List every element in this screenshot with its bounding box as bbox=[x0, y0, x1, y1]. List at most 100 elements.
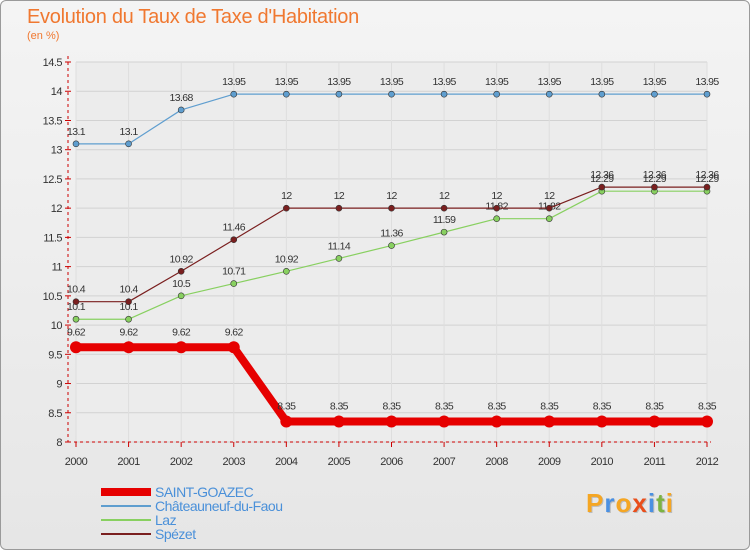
logo-letter: t bbox=[656, 488, 666, 518]
data-label-saint-goazec: 8.35 bbox=[593, 401, 612, 413]
data-label-chateauneuf-du-faou: 13.95 bbox=[590, 76, 614, 88]
y-tick-label: 14 bbox=[51, 86, 63, 98]
data-label-saint-goazec: 9.62 bbox=[172, 326, 191, 338]
legend: SAINT-GOAZEC Châteauneuf-du-Faou Laz Spézet bbox=[101, 484, 361, 542]
data-point-laz bbox=[230, 280, 238, 287]
data-point-saint-goazec bbox=[70, 341, 82, 354]
data-point-chateauneuf-du-faou bbox=[177, 106, 185, 114]
data-point-saint-goazec bbox=[332, 415, 345, 428]
data-point-chateauneuf-du-faou bbox=[703, 90, 711, 98]
data-point-spezet bbox=[72, 298, 80, 305]
data-label-laz: 12.29 bbox=[643, 173, 667, 185]
x-tick-label: 2007 bbox=[433, 456, 456, 468]
data-label-spezet: 12 bbox=[544, 190, 555, 202]
data-point-laz bbox=[72, 315, 80, 323]
data-point-spezet bbox=[598, 183, 606, 191]
data-point-spezet bbox=[388, 204, 395, 212]
data-label-chateauneuf-du-faou: 13.1 bbox=[120, 126, 139, 138]
y-tick-label: 12.5 bbox=[43, 174, 63, 186]
data-label-spezet: 12.36 bbox=[695, 169, 719, 181]
data-label-spezet: 12 bbox=[386, 190, 397, 202]
data-label-laz: 10.1 bbox=[120, 301, 139, 313]
data-point-spezet bbox=[440, 204, 448, 212]
data-label-chateauneuf-du-faou: 13.95 bbox=[275, 76, 299, 88]
data-label-chateauneuf-du-faou: 13.68 bbox=[170, 92, 194, 104]
data-point-saint-goazec bbox=[227, 341, 240, 354]
data-point-spezet bbox=[125, 298, 132, 305]
data-label-spezet: 12 bbox=[491, 190, 502, 202]
y-tick-label: 10.5 bbox=[43, 291, 63, 303]
data-label-spezet: 10.4 bbox=[120, 284, 139, 296]
data-label-chateauneuf-du-faou: 13.95 bbox=[538, 76, 562, 88]
data-label-chateauneuf-du-faou: 13.95 bbox=[432, 76, 456, 88]
data-point-laz bbox=[493, 215, 500, 222]
legend-item: Châteauneuf-du-Faou bbox=[101, 498, 361, 514]
data-point-saint-goazec bbox=[122, 341, 135, 354]
y-tick-label: 13.5 bbox=[43, 115, 63, 127]
x-tick-label: 2003 bbox=[223, 456, 246, 468]
x-tick-label: 2000 bbox=[65, 456, 88, 468]
y-tick-label: 14.5 bbox=[43, 57, 63, 69]
x-tick-label: 2006 bbox=[380, 456, 403, 468]
legend-item: SAINT-GOAZEC bbox=[101, 484, 361, 500]
data-label-saint-goazec: 8.35 bbox=[698, 401, 717, 413]
legend-item: Spézet bbox=[101, 526, 361, 542]
data-label-chateauneuf-du-faou: 13.95 bbox=[222, 76, 246, 88]
logo-letter: P bbox=[586, 488, 605, 518]
data-point-spezet bbox=[283, 204, 290, 212]
y-tick-label: 11.5 bbox=[43, 232, 62, 244]
data-point-saint-goazec bbox=[543, 415, 556, 428]
legend-label: Spézet bbox=[155, 526, 196, 542]
x-tick-label: 2011 bbox=[644, 456, 666, 468]
data-label-spezet: 12 bbox=[334, 190, 345, 202]
legend-swatch bbox=[101, 488, 151, 496]
data-label-spezet: 12 bbox=[281, 190, 292, 202]
data-label-saint-goazec: 9.62 bbox=[67, 326, 86, 338]
y-tick-label: 8 bbox=[56, 437, 62, 449]
data-point-spezet bbox=[651, 183, 658, 191]
data-label-chateauneuf-du-faou: 13.95 bbox=[695, 76, 719, 88]
data-point-laz bbox=[125, 315, 132, 323]
data-point-spezet bbox=[493, 204, 500, 212]
data-point-saint-goazec bbox=[648, 415, 661, 428]
data-point-spezet bbox=[177, 267, 185, 275]
legend-swatch bbox=[101, 505, 151, 507]
x-tick-label: 2004 bbox=[275, 456, 298, 468]
x-tick-label: 2008 bbox=[485, 456, 508, 468]
data-point-chateauneuf-du-faou bbox=[125, 140, 132, 148]
chart-title: Evolution du Taux de Taxe d'Habitation bbox=[27, 6, 359, 28]
data-label-saint-goazec: 9.62 bbox=[225, 326, 244, 338]
data-label-saint-goazec: 8.35 bbox=[330, 401, 349, 413]
data-point-saint-goazec bbox=[438, 415, 451, 428]
data-point-spezet bbox=[703, 183, 711, 191]
data-label-saint-goazec: 8.35 bbox=[488, 401, 507, 413]
x-tick-label: 2001 bbox=[117, 456, 140, 468]
data-point-spezet bbox=[545, 204, 553, 212]
data-point-chateauneuf-du-faou bbox=[230, 90, 238, 98]
logo-letter: r bbox=[604, 488, 616, 518]
data-label-spezet: 10.4 bbox=[67, 284, 86, 296]
data-point-saint-goazec bbox=[701, 415, 713, 428]
data-label-laz: 11.59 bbox=[433, 214, 456, 226]
data-point-laz bbox=[545, 215, 553, 222]
y-tick-label: 9.5 bbox=[48, 349, 62, 361]
data-point-saint-goazec bbox=[385, 415, 398, 428]
legend-label: Châteauneuf-du-Faou bbox=[155, 498, 283, 514]
legend-item: Laz bbox=[101, 512, 361, 528]
chart-unit: (en %) bbox=[27, 30, 60, 42]
data-label-spezet: 11.46 bbox=[223, 222, 246, 234]
data-label-laz: 12.29 bbox=[590, 173, 614, 185]
data-label-saint-goazec: 8.35 bbox=[540, 401, 559, 413]
data-label-saint-goazec: 8.35 bbox=[645, 401, 664, 413]
data-label-spezet: 12 bbox=[439, 190, 450, 202]
data-label-chateauneuf-du-faou: 13.1 bbox=[67, 126, 86, 138]
data-label-spezet: 12.36 bbox=[643, 169, 667, 181]
data-point-laz bbox=[177, 292, 185, 300]
data-point-saint-goazec bbox=[175, 341, 188, 354]
y-tick-label: 11 bbox=[52, 262, 63, 274]
data-point-chateauneuf-du-faou bbox=[283, 90, 290, 98]
data-label-laz: 11.14 bbox=[328, 240, 351, 252]
data-label-saint-goazec: 8.35 bbox=[435, 401, 454, 413]
logo-letter: o bbox=[615, 488, 633, 518]
